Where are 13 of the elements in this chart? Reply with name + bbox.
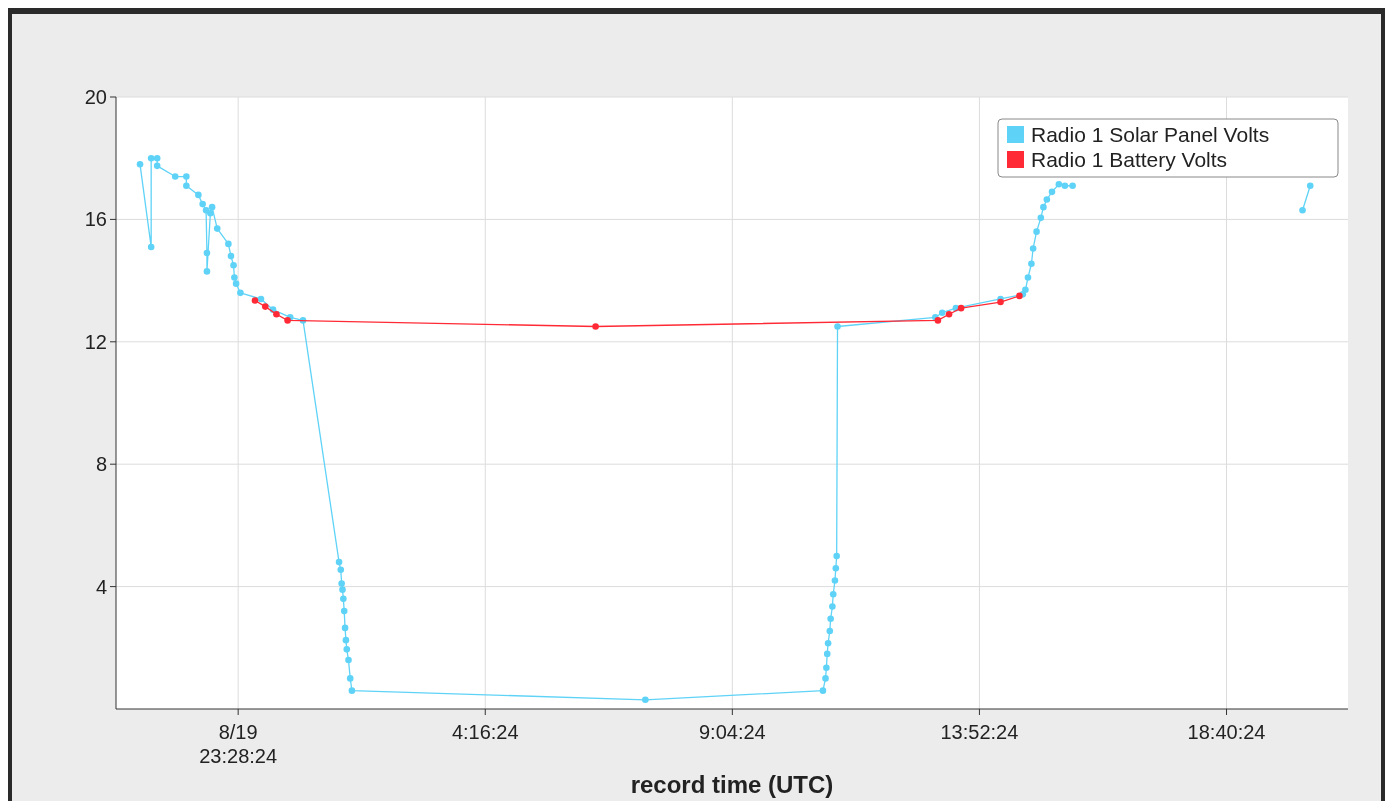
legend-label: Radio 1 Solar Panel Volts: [1031, 123, 1270, 147]
x-tick-label: 18:40:24: [1187, 721, 1266, 743]
x-tick-label: 13:52:24: [940, 721, 1019, 743]
y-tick-label: 20: [84, 86, 107, 108]
y-tick-label: 8: [95, 453, 107, 476]
y-tick-label: 4: [95, 575, 107, 598]
x-tick-label: 9:04:24: [698, 721, 766, 743]
legend-label: Radio 1 Battery Volts: [1031, 148, 1228, 172]
x-tick-label: 8/19 23:28:24: [199, 721, 278, 767]
y-tick-label: 12: [84, 330, 107, 353]
x-tick-label: 4:16:24: [451, 721, 519, 743]
x-axis-title: record time (UTC): [630, 771, 834, 798]
y-tick-label: 16: [84, 208, 107, 231]
